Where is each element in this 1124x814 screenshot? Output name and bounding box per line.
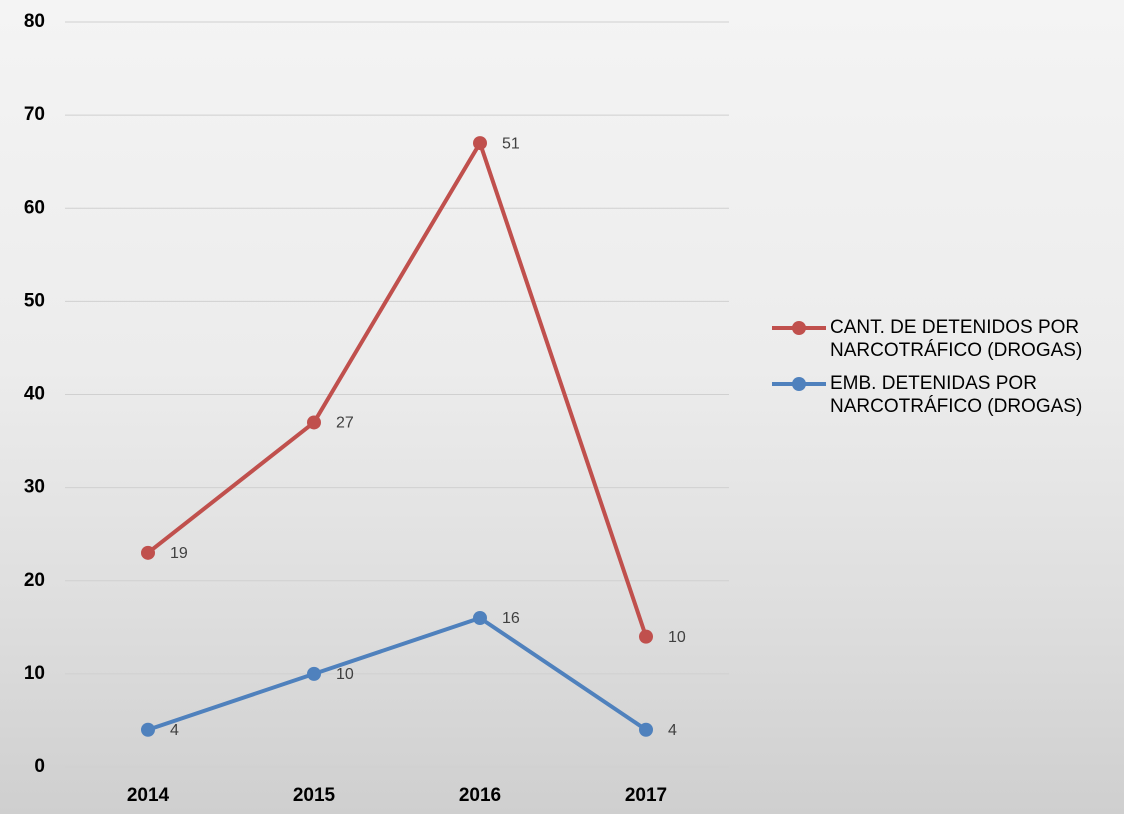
data-label: 4	[668, 722, 677, 739]
line	[146, 141, 648, 638]
marker	[141, 722, 155, 737]
marker	[639, 722, 653, 737]
legend-key	[772, 377, 826, 391]
data-label: 4	[170, 722, 179, 739]
legend-label: CANT. DE DETENIDOS POR NARCOTRÁFICO (DRO…	[830, 317, 1083, 361]
x-tick-label: 2014	[127, 785, 170, 806]
y-tick-label: 20	[24, 570, 45, 591]
x-tick-label: 2016	[459, 785, 501, 806]
data-label: 16	[502, 610, 520, 627]
data-label: 10	[336, 666, 354, 683]
legend-item: CANT. DE DETENIDOS POR NARCOTRÁFICO (DRO…	[770, 316, 1124, 362]
line	[147, 616, 648, 732]
data-label: 51	[502, 135, 520, 152]
y-tick-label: 70	[24, 104, 45, 125]
marker	[639, 629, 653, 644]
marker	[473, 611, 487, 625]
legend-key	[772, 321, 826, 335]
data-label: 10	[668, 629, 686, 646]
x-tick-label: 2017	[625, 785, 667, 806]
y-tick-label: 0	[34, 756, 45, 777]
marker	[307, 415, 321, 430]
y-tick-label: 60	[24, 197, 45, 218]
marker	[307, 666, 321, 681]
y-tick-label: 50	[24, 290, 45, 311]
legend-label: EMB. DETENIDAS POR NARCOTRÁFICO (DROGAS)	[830, 373, 1083, 417]
data-label: 27	[336, 415, 354, 432]
x-tick-label: 2015	[293, 785, 336, 806]
marker	[141, 545, 155, 560]
data-label: 19	[170, 545, 188, 562]
legend-item: EMB. DETENIDAS POR NARCOTRÁFICO (DROGAS)	[770, 372, 1124, 418]
y-tick-label: 40	[24, 384, 45, 405]
y-tick-label: 30	[24, 477, 45, 498]
legend: CANT. DE DETENIDOS POR NARCOTRÁFICO (DRO…	[770, 316, 1124, 428]
y-tick-label: 10	[24, 663, 45, 684]
marker	[473, 136, 487, 151]
y-tick-label: 80	[24, 11, 45, 32]
